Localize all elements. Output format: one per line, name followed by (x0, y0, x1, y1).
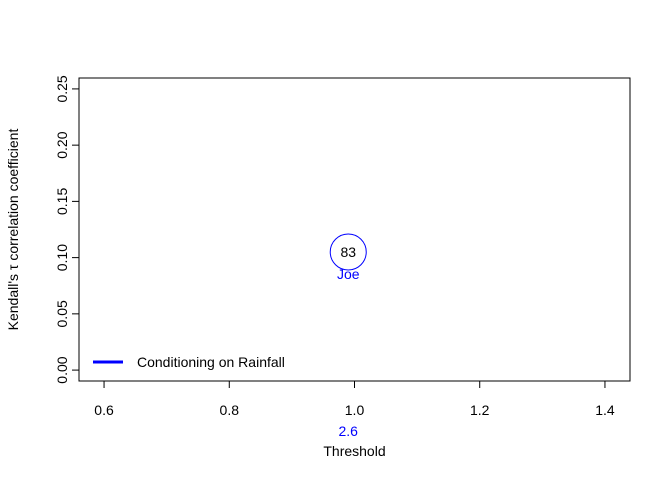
y-tick-label: 0.15 (54, 188, 70, 215)
data-point-count-label: 83 (340, 244, 356, 260)
plot-frame (78, 77, 631, 382)
y-tick-label: 0.10 (54, 244, 70, 271)
x-tick-label: 1.0 (345, 402, 365, 418)
y-axis: 0.00 0.05 0.10 0.15 0.20 0.25 (54, 75, 80, 384)
x-axis: 0.6 0.8 1.0 1.2 1.4 (94, 380, 615, 418)
threshold-value-label: 2.6 (339, 423, 359, 439)
legend: Conditioning on Rainfall (93, 354, 285, 370)
x-tick-label: 0.8 (220, 402, 240, 418)
data-points: 83 Joe 2.6 (329, 233, 367, 439)
data-point-family-label: Joe (337, 266, 360, 282)
y-tick-label: 0.00 (54, 356, 70, 383)
data-point-circle (329, 233, 367, 271)
x-tick-label: 0.6 (94, 402, 114, 418)
x-tick-label: 1.2 (470, 402, 490, 418)
legend-label: Conditioning on Rainfall (137, 354, 285, 370)
y-tick-label: 0.25 (54, 75, 70, 102)
y-axis-title: Kendall's τ correlation coefficient (5, 129, 21, 331)
y-tick-label: 0.20 (54, 131, 70, 158)
x-tick-label: 1.4 (595, 402, 615, 418)
x-axis-title: Threshold (323, 443, 385, 459)
y-tick-label: 0.05 (54, 300, 70, 327)
